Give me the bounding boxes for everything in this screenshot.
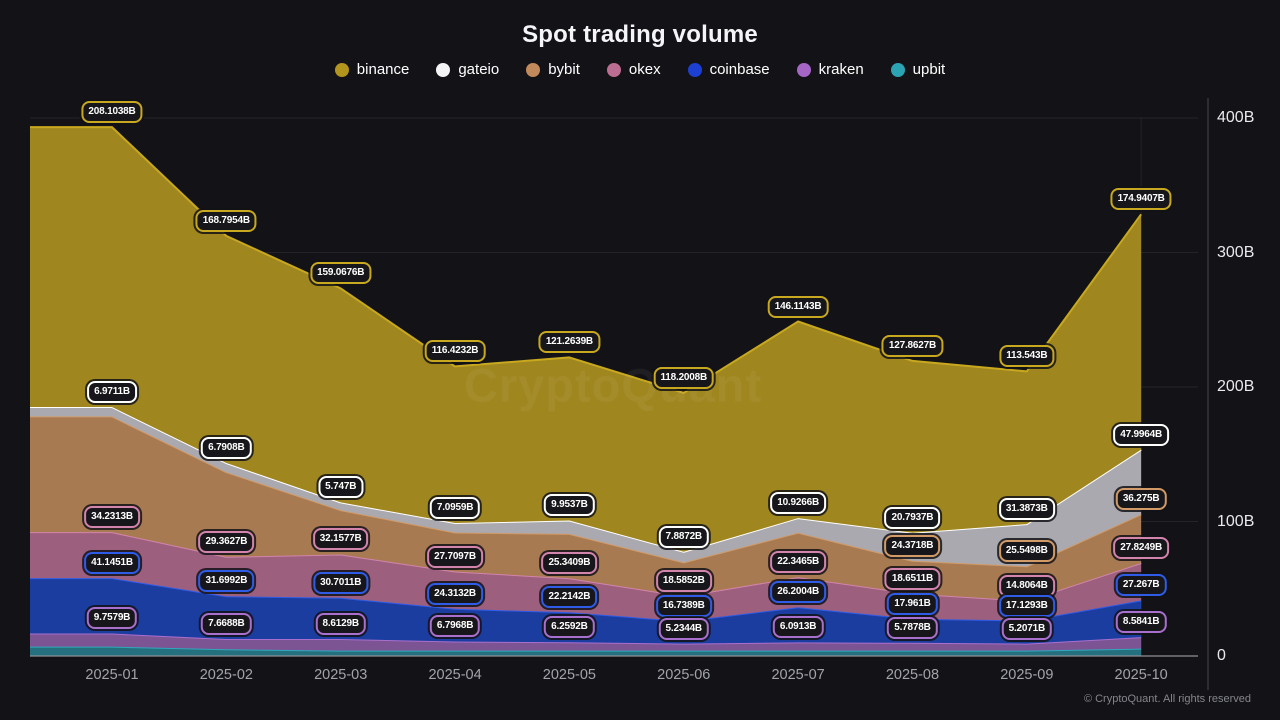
value-label-kraken-2025-10: 8.5841B [1115,611,1167,634]
legend-dot-upbit [890,62,905,77]
legend: binance gateio bybit okex coinbase kraken upbi… [0,61,1280,78]
legend-dot-gateio [436,62,451,77]
value-label-bybit-2025-09: 25.5498B [998,540,1055,563]
value-label-okex-2025-10: 27.8249B [1113,536,1170,559]
y-tick-200B: 200B [1217,378,1255,395]
value-label-gateio-2025-08: 20.7937B [884,506,941,529]
value-label-coinbase-2025-09: 17.1293B [998,594,1055,617]
value-label-binance-2025-02: 168.7954B [195,209,257,232]
legend-label-coinbase: coinbase [709,61,770,78]
area-line-binance [30,126,1142,394]
value-label-coinbase-2025-06: 16.7389B [655,595,712,618]
legend-label-kraken: kraken [818,61,864,78]
value-label-kraken-2025-06: 5.2344B [658,617,709,640]
value-label-coinbase-2025-08: 17.961B [887,592,938,615]
y-tick-300B: 300B [1217,243,1255,261]
area-bybit[interactable] [30,416,1142,601]
legend-label-bybit: bybit [548,61,580,78]
value-label-kraken-2025-01: 9.7579B [86,607,138,630]
x-tick-2025-07: 2025-07 [771,667,825,683]
legend-item-binance[interactable]: binance [334,61,410,78]
value-label-gateio-2025-07: 10.9266B [770,492,826,515]
value-label-coinbase-2025-07: 26.2004B [770,581,826,604]
value-label-gateio-2025-05: 9.9537B [544,494,595,517]
legend-label-okex: okex [628,61,661,78]
value-label-coinbase-2025-02: 31.6992B [198,570,255,593]
value-label-gateio-2025-04: 7.0959B [429,496,481,519]
value-label-binance-2025-04: 116.4232B [424,340,486,363]
x-tick-2025-01: 2025-01 [85,667,139,683]
value-label-gateio-2025-10: 47.9964B [1113,423,1170,446]
value-label-kraken-2025-04: 6.7968B [429,615,481,638]
value-label-okex-2025-09: 14.8064B [998,574,1055,597]
area-kraken[interactable] [30,633,1142,651]
y-tick-400B: 400B [1217,109,1255,126]
x-tick-2025-05: 2025-05 [542,667,596,683]
legend-item-gateio[interactable]: gateio [436,61,499,78]
x-tick-2025-09: 2025-09 [1000,667,1054,683]
legend-item-kraken[interactable]: kraken [796,61,864,78]
value-label-gateio-2025-09: 31.3873B [998,498,1055,521]
legend-label-binance: binance [356,61,410,78]
value-label-gateio-2025-01: 6.9711B [87,381,137,404]
legend-item-okex[interactable]: okex [606,61,661,78]
value-label-kraken-2025-03: 8.6129B [315,613,366,636]
value-label-okex-2025-07: 22.3465B [770,551,826,574]
area-okex[interactable] [30,532,1142,622]
value-label-kraken-2025-07: 6.0913B [772,616,824,639]
value-label-kraken-2025-09: 5.2071B [1001,617,1053,640]
x-tick-2025-04: 2025-04 [428,667,482,683]
x-tick-2025-10: 2025-10 [1114,667,1168,683]
value-label-okex-2025-02: 29.3627B [198,530,255,553]
legend-item-bybit[interactable]: bybit [526,61,580,78]
legend-label-gateio: gateio [458,61,500,78]
value-label-binance-2025-06: 118.2008B [653,366,715,389]
area-coinbase[interactable] [30,578,1142,644]
value-label-binance-2025-01: 208.1038B [81,101,143,124]
value-label-binance-2025-07: 146.1143B [767,295,829,318]
legend-dot-kraken [796,62,811,77]
legend-dot-coinbase [687,62,702,77]
value-label-coinbase-2025-05: 22.2142B [541,586,598,609]
value-label-gateio-2025-03: 5.747B [318,476,364,499]
value-label-coinbase-2025-01: 41.1451B [84,552,140,575]
area-binance[interactable] [30,127,1142,552]
value-label-kraken-2025-02: 7.6688B [201,612,252,635]
y-tick-0: 0 [1217,647,1226,664]
value-label-okex-2025-04: 27.7097B [427,545,483,568]
value-label-okex-2025-03: 32.1577B [312,528,369,551]
legend-label-upbit: upbit [912,61,946,78]
x-tick-2025-06: 2025-06 [657,667,711,683]
legend-item-coinbase[interactable]: coinbase [687,61,770,78]
value-label-okex-2025-08: 18.6511B [884,567,941,590]
legend-dot-bybit [526,62,541,77]
value-label-gateio-2025-06: 7.8872B [658,525,709,548]
value-label-binance-2025-05: 121.2639B [538,331,600,354]
legend-item-upbit[interactable]: upbit [890,61,946,78]
legend-dot-okex [606,62,621,77]
x-tick-2025-08: 2025-08 [885,667,940,683]
value-label-coinbase-2025-04: 24.3132B [427,582,483,605]
value-label-bybit-2025-10: 36.275B [1115,488,1167,511]
value-label-coinbase-2025-10: 27.267B [1115,574,1167,597]
value-label-bybit-2025-08: 24.3718B [884,534,941,557]
copyright: © CryptoQuant. All rights reserved [1083,693,1251,705]
value-label-kraken-2025-05: 6.2592B [544,616,595,639]
value-label-binance-2025-08: 127.8627B [881,334,944,357]
y-tick-100B: 100B [1217,512,1255,530]
value-label-okex-2025-06: 18.5852B [655,570,712,593]
chart-title: Spot trading volume [522,21,758,48]
value-label-gateio-2025-02: 6.7908B [201,436,252,459]
legend-dot-binance [334,62,349,77]
value-label-binance-2025-10: 174.9407B [1110,188,1172,211]
value-label-binance-2025-03: 159.0676B [310,262,372,285]
value-label-coinbase-2025-03: 30.7011B [313,571,369,594]
value-label-kraken-2025-08: 5.7878B [887,616,938,639]
value-label-binance-2025-09: 113.543B [999,345,1055,368]
x-tick-2025-03: 2025-03 [314,667,368,683]
value-label-okex-2025-01: 34.2313B [84,506,140,529]
x-tick-2025-02: 2025-02 [199,667,253,683]
value-label-okex-2025-05: 25.3409B [541,552,598,575]
